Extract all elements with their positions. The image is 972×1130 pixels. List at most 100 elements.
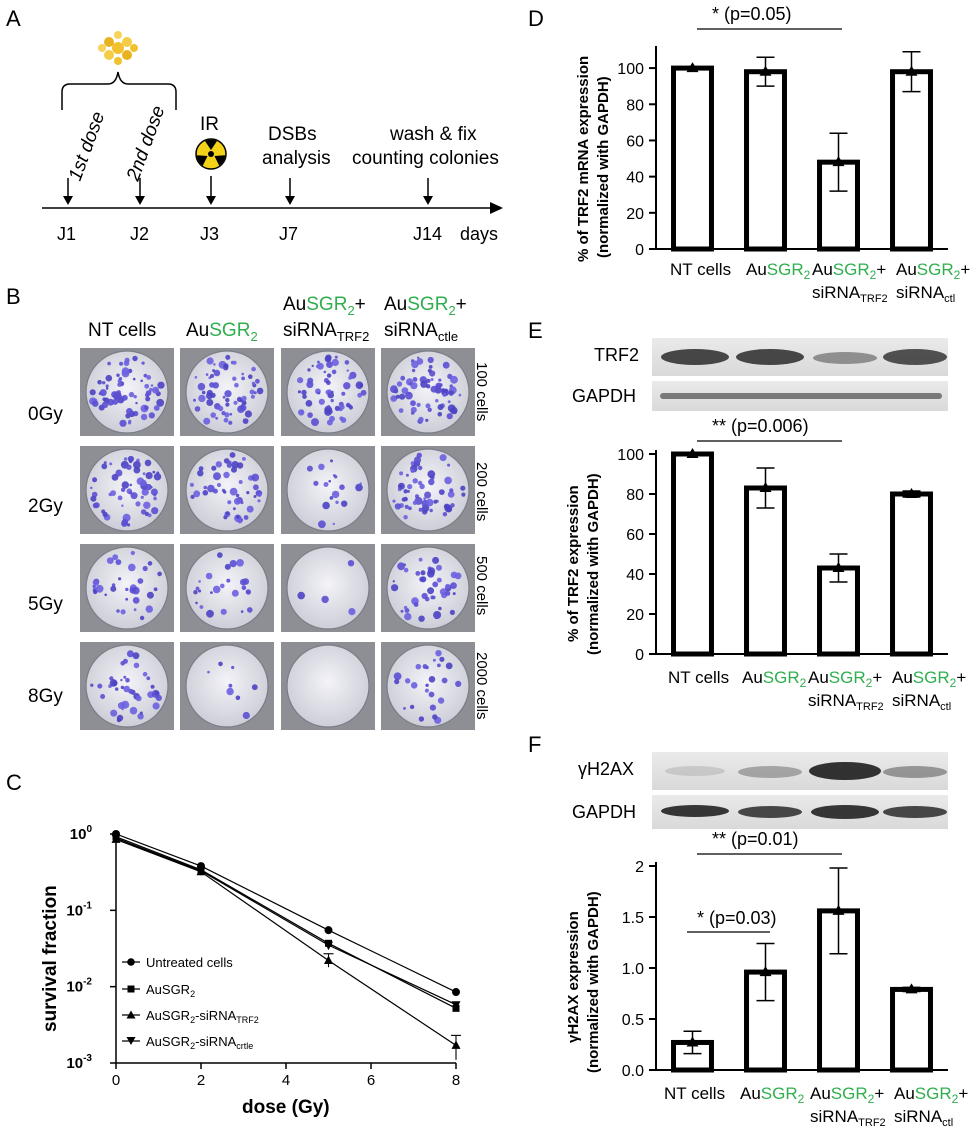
panel-f: F γH2AX GAPDH γH2AX expression (normaliz… [528,732,968,1129]
colony [425,403,431,409]
colony [344,360,350,365]
colony [407,490,410,493]
colony [225,511,230,516]
colony [317,391,321,395]
colony [215,461,222,468]
colony [203,417,211,425]
mrna-x-ctl-l1: AuSGR2+ [896,260,970,282]
colony [225,397,230,403]
colony [432,581,439,588]
colony [236,559,244,567]
colony [428,691,435,698]
cells-200: 200 cells [473,462,490,521]
colony [419,483,425,490]
colony [248,374,253,380]
dsb-label-1: DSBs [268,124,317,145]
colony [327,389,332,394]
colony [253,484,259,491]
colony [403,515,408,520]
colony [210,374,214,378]
colony [225,354,231,360]
colony [152,470,156,474]
colony [449,488,454,493]
western-blot-gapdh-e [652,381,948,411]
colony [439,588,447,596]
colony [447,463,451,467]
replicate-marker [759,482,772,492]
bar [671,65,714,252]
colony [142,671,148,677]
colony [410,682,418,689]
colony [125,587,129,592]
colony [390,395,398,402]
dose-row-2gy: 2Gy [28,496,63,517]
colony [212,488,218,494]
cells-500: 500 cells [473,556,490,615]
colony [118,377,123,381]
colony [193,398,196,402]
colony [334,405,340,411]
colony [198,580,201,583]
colony [103,397,110,403]
x-tick-label: 8 [452,1072,460,1089]
colony [123,457,128,461]
colony [153,587,158,592]
colony [241,403,245,407]
colony [157,571,162,577]
colony [153,473,162,481]
colony [404,608,410,613]
replicate-marker [759,65,772,76]
colony [249,389,255,395]
colony [235,695,241,701]
petri-dish [286,644,370,728]
colony [139,711,143,715]
colony [205,572,213,580]
colony [115,687,119,691]
colony [413,602,419,607]
colony [141,488,149,496]
y-tick-label: 80 [626,97,644,114]
day-j14: J14 [413,224,442,244]
colony [92,579,100,586]
colony [461,492,466,497]
colony [326,380,331,386]
colony [128,421,132,425]
y-tick-label: 100 [617,447,644,464]
western-blot-trf2 [652,338,948,376]
colony [416,402,421,407]
colony [405,473,409,477]
bar [890,986,933,1073]
colony [224,563,231,570]
colony [105,374,113,382]
colony [212,585,221,594]
colony [235,493,240,498]
colony [110,585,117,592]
colony [206,609,214,618]
trf2-x-ctl-l1: AuSGR2+ [892,668,966,690]
timeline-arrows [63,176,433,205]
colony [132,377,136,381]
colony [458,393,462,397]
trf2-x-trf2-l1: AuSGR2+ [808,668,882,690]
mrna-significance-label: * (p=0.05) [712,4,792,24]
colony [223,471,230,479]
colony [213,369,221,377]
panel-letter-d: D [528,6,544,31]
colony [150,488,158,496]
colony [218,661,223,667]
colony [115,559,122,565]
cells-2000: 2000 cells [473,652,490,720]
colony [450,375,458,384]
colony [399,471,404,476]
colony [211,465,217,471]
x-tick-label: 4 [282,1072,290,1089]
colony [241,585,247,591]
h2ax-xlabels: NT cells AuSGR2 AuSGR2+ siRNATRF2 AuSGR2… [664,1084,968,1129]
colony [140,379,143,383]
colony-col-trf2-l1: AuSGR2+ [283,294,366,318]
data-point [452,988,460,997]
legend-ausgr2: AuSGR2 [146,982,195,999]
colony [418,615,425,622]
colony [420,380,428,388]
colony [327,405,331,409]
